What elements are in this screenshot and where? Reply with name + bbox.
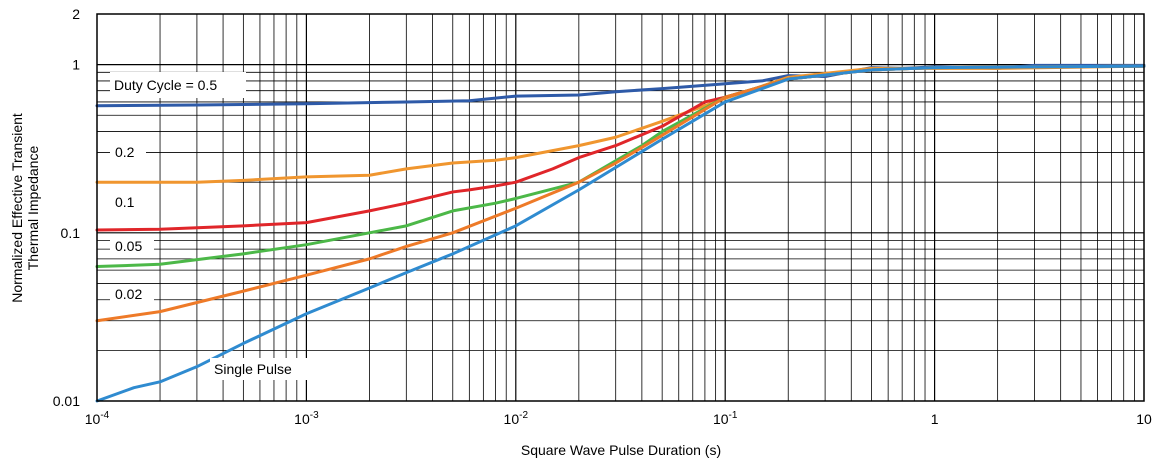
duty-0-05-label: 0.05 xyxy=(115,238,142,254)
y-tick-label: 1 xyxy=(72,57,80,73)
series-line-d02 xyxy=(95,64,1146,184)
single-label-bg xyxy=(210,358,314,380)
y-axis-title-line2: Thermal Impedance xyxy=(25,146,41,271)
x-tick-label: 1 xyxy=(931,411,939,427)
y-tick-label: 0.1 xyxy=(61,225,81,241)
x-axis-title: Square Wave Pulse Duration (s) xyxy=(521,442,721,458)
series-line-single xyxy=(95,64,1146,403)
duty-0-02-label: 0.02 xyxy=(115,286,142,302)
series-line-duty xyxy=(95,63,1146,108)
d005-label-bg xyxy=(110,236,154,256)
x-tick-label: 10-4 xyxy=(85,410,110,427)
annotations: Duty Cycle = 0.5 0.2 0.1 0.05 0.02 Singl… xyxy=(110,72,314,380)
y-tick-label: 2 xyxy=(72,6,80,22)
d002-label-bg xyxy=(110,284,154,304)
x-tick-label: 10-3 xyxy=(294,410,319,427)
series-line-d005 xyxy=(95,64,1146,269)
series-layer xyxy=(95,63,1146,403)
plot-frame xyxy=(96,13,1145,402)
x-tick-label: 10-2 xyxy=(504,410,529,427)
y-axis-title-line1: Normalized Effective Transient xyxy=(9,113,25,303)
plot-grid xyxy=(97,14,1144,401)
d01-label-bg xyxy=(110,192,146,212)
x-tick-label: 10 xyxy=(1136,411,1152,427)
duty-0-2-label: 0.2 xyxy=(115,144,135,160)
duty-label-bg xyxy=(110,72,246,98)
duty-0-1-label: 0.1 xyxy=(115,194,135,210)
x-tick-label: 10-1 xyxy=(713,410,738,427)
y-tick-label: 0.01 xyxy=(53,393,80,409)
single-pulse-label: Single Pulse xyxy=(214,361,292,377)
tick-labels: 10-4 10-3 10-2 10-1 1 10 2 1 0.1 0.01 xyxy=(53,6,1152,427)
d02-label-bg xyxy=(110,142,146,162)
duty-cycle-label: Duty Cycle = 0.5 xyxy=(114,77,217,93)
